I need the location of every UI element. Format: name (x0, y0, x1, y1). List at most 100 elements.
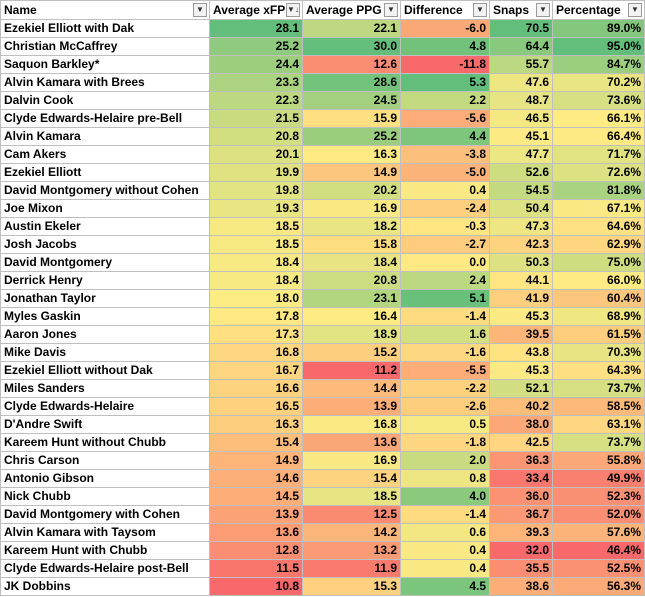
cell-difference[interactable]: 5.1 (400, 289, 490, 308)
cell-percentage[interactable]: 63.1% (552, 415, 645, 434)
cell-percentage[interactable]: 57.6% (552, 523, 645, 542)
cell-snaps[interactable]: 70.5 (489, 19, 553, 38)
cell-average-xfp[interactable]: 19.3 (209, 199, 303, 218)
cell-name[interactable]: Ezekiel Elliott with Dak (0, 19, 210, 38)
cell-average-ppg[interactable]: 16.9 (302, 199, 401, 218)
cell-average-ppg[interactable]: 22.1 (302, 19, 401, 38)
cell-average-ppg[interactable]: 20.8 (302, 271, 401, 290)
cell-average-xfp[interactable]: 10.8 (209, 577, 303, 596)
cell-average-ppg[interactable]: 11.2 (302, 361, 401, 380)
cell-percentage[interactable]: 62.9% (552, 235, 645, 254)
cell-snaps[interactable]: 33.4 (489, 469, 553, 488)
cell-average-ppg[interactable]: 14.4 (302, 379, 401, 398)
cell-name[interactable]: Josh Jacobs (0, 235, 210, 254)
cell-percentage[interactable]: 64.6% (552, 217, 645, 236)
cell-percentage[interactable]: 52.0% (552, 505, 645, 524)
cell-average-ppg[interactable]: 23.1 (302, 289, 401, 308)
cell-name[interactable]: D'Andre Swift (0, 415, 210, 434)
cell-snaps[interactable]: 47.3 (489, 217, 553, 236)
cell-snaps[interactable]: 38.0 (489, 415, 553, 434)
cell-percentage[interactable]: 73.7% (552, 379, 645, 398)
cell-name[interactable]: David Montgomery with Cohen (0, 505, 210, 524)
cell-name[interactable]: Ezekiel Elliott (0, 163, 210, 182)
cell-average-xfp[interactable]: 15.4 (209, 433, 303, 452)
cell-percentage[interactable]: 66.1% (552, 109, 645, 128)
cell-average-ppg[interactable]: 16.4 (302, 307, 401, 326)
cell-average-xfp[interactable]: 17.8 (209, 307, 303, 326)
cell-snaps[interactable]: 50.4 (489, 199, 553, 218)
cell-name[interactable]: Kareem Hunt with Chubb (0, 541, 210, 560)
cell-snaps[interactable]: 47.7 (489, 145, 553, 164)
cell-average-xfp[interactable]: 18.0 (209, 289, 303, 308)
cell-average-xfp[interactable]: 20.8 (209, 127, 303, 146)
cell-name[interactable]: Clyde Edwards-Helaire pre-Bell (0, 109, 210, 128)
cell-difference[interactable]: -0.3 (400, 217, 490, 236)
cell-snaps[interactable]: 55.7 (489, 55, 553, 74)
cell-average-ppg[interactable]: 30.0 (302, 37, 401, 56)
cell-name[interactable]: JK Dobbins (0, 577, 210, 596)
cell-average-xfp[interactable]: 11.5 (209, 559, 303, 578)
cell-average-ppg[interactable]: 12.5 (302, 505, 401, 524)
cell-difference[interactable]: -1.6 (400, 343, 490, 362)
cell-difference[interactable]: -11.8 (400, 55, 490, 74)
cell-average-xfp[interactable]: 18.5 (209, 235, 303, 254)
cell-difference[interactable]: -6.0 (400, 19, 490, 38)
cell-average-xfp[interactable]: 17.3 (209, 325, 303, 344)
cell-percentage[interactable]: 95.0% (552, 37, 645, 56)
column-header-average-ppg[interactable]: Average PPG ▼ (302, 0, 401, 20)
cell-name[interactable]: Clyde Edwards-Helaire (0, 397, 210, 416)
cell-average-xfp[interactable]: 19.8 (209, 181, 303, 200)
cell-difference[interactable]: 0.6 (400, 523, 490, 542)
cell-percentage[interactable]: 52.3% (552, 487, 645, 506)
cell-difference[interactable]: -2.6 (400, 397, 490, 416)
cell-difference[interactable]: 2.2 (400, 91, 490, 110)
cell-snaps[interactable]: 35.5 (489, 559, 553, 578)
column-header-name[interactable]: Name ▼ (0, 0, 210, 20)
cell-difference[interactable]: -1.4 (400, 505, 490, 524)
cell-name[interactable]: Ezekiel Elliott without Dak (0, 361, 210, 380)
cell-snaps[interactable]: 64.4 (489, 37, 553, 56)
cell-average-xfp[interactable]: 25.2 (209, 37, 303, 56)
cell-difference[interactable]: 0.5 (400, 415, 490, 434)
cell-percentage[interactable]: 75.0% (552, 253, 645, 272)
cell-average-ppg[interactable]: 13.6 (302, 433, 401, 452)
filter-dropdown-icon[interactable]: ▼ (193, 3, 207, 17)
cell-average-ppg[interactable]: 20.2 (302, 181, 401, 200)
cell-percentage[interactable]: 49.9% (552, 469, 645, 488)
cell-name[interactable]: Kareem Hunt without Chubb (0, 433, 210, 452)
cell-name[interactable]: Austin Ekeler (0, 217, 210, 236)
cell-difference[interactable]: 4.8 (400, 37, 490, 56)
cell-snaps[interactable]: 38.6 (489, 577, 553, 596)
column-header-percentage[interactable]: Percentage ▼ (552, 0, 645, 20)
cell-snaps[interactable]: 48.7 (489, 91, 553, 110)
cell-average-ppg[interactable]: 13.9 (302, 397, 401, 416)
cell-name[interactable]: Saquon Barkley* (0, 55, 210, 74)
cell-snaps[interactable]: 44.1 (489, 271, 553, 290)
cell-percentage[interactable]: 68.9% (552, 307, 645, 326)
cell-snaps[interactable]: 40.2 (489, 397, 553, 416)
cell-difference[interactable]: -2.2 (400, 379, 490, 398)
cell-average-xfp[interactable]: 16.6 (209, 379, 303, 398)
cell-average-ppg[interactable]: 16.3 (302, 145, 401, 164)
cell-average-xfp[interactable]: 18.5 (209, 217, 303, 236)
cell-snaps[interactable]: 46.5 (489, 109, 553, 128)
cell-snaps[interactable]: 36.0 (489, 487, 553, 506)
cell-average-ppg[interactable]: 14.9 (302, 163, 401, 182)
cell-average-xfp[interactable]: 24.4 (209, 55, 303, 74)
cell-name[interactable]: Nick Chubb (0, 487, 210, 506)
cell-name[interactable]: Jonathan Taylor (0, 289, 210, 308)
cell-percentage[interactable]: 52.5% (552, 559, 645, 578)
cell-difference[interactable]: 0.4 (400, 541, 490, 560)
cell-percentage[interactable]: 67.1% (552, 199, 645, 218)
cell-difference[interactable]: 0.0 (400, 253, 490, 272)
cell-difference[interactable]: 1.6 (400, 325, 490, 344)
cell-snaps[interactable]: 50.3 (489, 253, 553, 272)
cell-average-xfp[interactable]: 12.8 (209, 541, 303, 560)
cell-average-xfp[interactable]: 18.4 (209, 271, 303, 290)
cell-average-xfp[interactable]: 23.3 (209, 73, 303, 92)
cell-average-ppg[interactable]: 16.9 (302, 451, 401, 470)
cell-average-ppg[interactable]: 25.2 (302, 127, 401, 146)
cell-snaps[interactable]: 39.3 (489, 523, 553, 542)
cell-difference[interactable]: -2.7 (400, 235, 490, 254)
cell-difference[interactable]: 4.5 (400, 577, 490, 596)
